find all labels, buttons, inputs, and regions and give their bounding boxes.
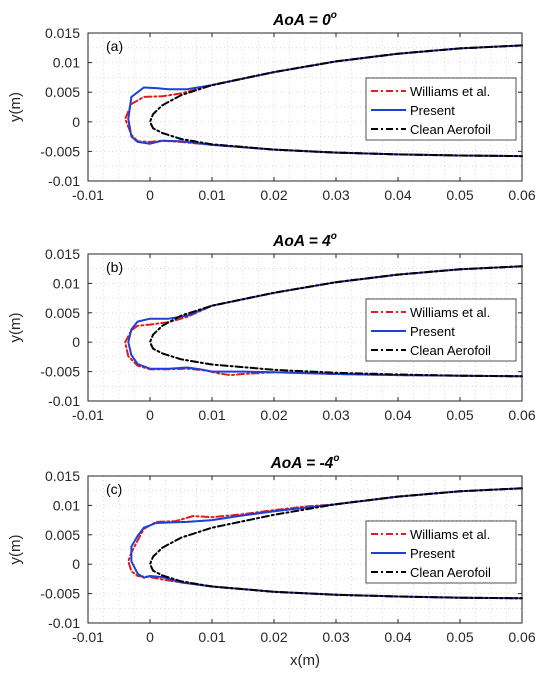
legend-label: Present bbox=[410, 546, 455, 561]
series-line-clean-aerofoil bbox=[149, 44, 523, 158]
y-tick-label: 0.015 bbox=[45, 468, 80, 484]
chart-title: AoA = -4o bbox=[270, 453, 340, 472]
y-axis-label: y(m) bbox=[7, 92, 24, 122]
panel-label: (b) bbox=[106, 259, 123, 275]
chart-panel-2: -0.01 0 0.01 0.02 0.03 0.04 0.05 0.06 0.015 0.01 0… bbox=[7, 231, 536, 423]
y-tick-label: 0.01 bbox=[53, 55, 80, 71]
legend-label: Clean Aerofoil bbox=[410, 343, 491, 358]
y-tick-label: -0.01 bbox=[48, 393, 80, 409]
ticks bbox=[87, 253, 523, 402]
x-tick-label: 0.01 bbox=[198, 407, 225, 423]
x-tick-label: 0.05 bbox=[446, 187, 473, 203]
y-tick-label: -0.005 bbox=[40, 586, 80, 602]
y-tick-label: -0.01 bbox=[48, 173, 80, 189]
x-tick-label: 0.04 bbox=[384, 187, 411, 203]
y-tick-label: 0.015 bbox=[45, 246, 80, 262]
x-tick-label: 0.03 bbox=[322, 629, 349, 645]
x-tick-label: 0.05 bbox=[446, 407, 473, 423]
series-line-present bbox=[130, 487, 523, 600]
y-axis-label: y(m) bbox=[7, 313, 24, 343]
legend: Williams et al. Present Clean Aerofoil bbox=[365, 520, 517, 584]
x-tick-label: 0 bbox=[146, 407, 154, 423]
x-axis-label: x(m) bbox=[290, 652, 320, 669]
ticks bbox=[87, 475, 523, 624]
x-tick-label: 0.06 bbox=[508, 187, 535, 203]
y-tick-label: 0.005 bbox=[45, 84, 80, 100]
chart-title-superscript: o bbox=[331, 231, 337, 242]
y-tick-label: 0.005 bbox=[45, 305, 80, 321]
x-tick-label: 0.01 bbox=[198, 187, 225, 203]
chart-title-main: AoA = 4 bbox=[272, 233, 331, 250]
y-tick-label: 0.005 bbox=[45, 527, 80, 543]
axes-box bbox=[87, 32, 523, 182]
chart-title-superscript: o bbox=[333, 453, 339, 464]
series-group bbox=[124, 44, 523, 158]
x-tick-label: 0 bbox=[146, 187, 154, 203]
x-tick-label: 0.06 bbox=[508, 407, 535, 423]
ticks bbox=[87, 32, 523, 182]
x-tick-label: 0.02 bbox=[260, 187, 287, 203]
x-tick-label: 0.01 bbox=[198, 629, 225, 645]
y-tick-label: 0.015 bbox=[45, 25, 80, 41]
axes-box bbox=[87, 253, 523, 402]
x-tick-label: -0.01 bbox=[72, 407, 104, 423]
y-tick-label: -0.005 bbox=[40, 143, 80, 159]
y-tick-label: -0.005 bbox=[40, 364, 80, 380]
panel-label: (a) bbox=[106, 38, 123, 54]
x-tick-label: 0 bbox=[146, 629, 154, 645]
panels: -0.01 0 0.01 0.02 0.03 0.04 0.05 0.06 0.015 0.01 0… bbox=[7, 10, 536, 669]
x-tick-label: 0.02 bbox=[260, 629, 287, 645]
y-tick-label: 0 bbox=[72, 114, 80, 130]
y-tick-label: -0.01 bbox=[48, 615, 80, 631]
x-tick-label: 0.03 bbox=[322, 407, 349, 423]
chart-title: AoA = 0o bbox=[272, 10, 337, 29]
legend-label: Williams et al. bbox=[410, 527, 490, 542]
series-line-clean-aerofoil bbox=[149, 487, 523, 600]
chart-title-superscript: o bbox=[331, 10, 337, 21]
series-group bbox=[127, 487, 523, 600]
legend-label: Williams et al. bbox=[410, 305, 490, 320]
x-tick-label: 0.03 bbox=[322, 187, 349, 203]
series-line-williams-et-al bbox=[127, 487, 523, 600]
legend: Williams et al. Present Clean Aerofoil bbox=[365, 298, 517, 362]
series-group bbox=[124, 265, 523, 378]
panel-label: (c) bbox=[106, 481, 122, 497]
legend-label: Clean Aerofoil bbox=[410, 122, 491, 137]
y-tick-label: 0 bbox=[72, 556, 80, 572]
x-tick-label: -0.01 bbox=[72, 629, 104, 645]
y-tick-label: 0.01 bbox=[53, 497, 80, 513]
chart-title-main: AoA = -4 bbox=[270, 455, 334, 472]
axes-box bbox=[87, 475, 523, 624]
legend-label: Clean Aerofoil bbox=[410, 565, 491, 580]
x-tick-label: 0.06 bbox=[508, 629, 535, 645]
legend-label: Present bbox=[410, 324, 455, 339]
y-tick-label: 0.01 bbox=[53, 275, 80, 291]
chart-panel-3: -0.01 0 0.01 0.02 0.03 0.04 0.05 0.06 0.015 0.01 0… bbox=[7, 453, 536, 669]
y-tick-label: 0 bbox=[72, 334, 80, 350]
series-line-clean-aerofoil bbox=[149, 265, 523, 378]
legend-label: Present bbox=[410, 103, 455, 118]
x-tick-label: 0.02 bbox=[260, 407, 287, 423]
chart-panel-1: -0.01 0 0.01 0.02 0.03 0.04 0.05 0.06 0.015 0.01 0… bbox=[7, 10, 536, 203]
x-tick-label: 0.04 bbox=[384, 407, 411, 423]
chart-title-main: AoA = 0 bbox=[272, 12, 331, 29]
legend-label: Williams et al. bbox=[410, 84, 490, 99]
legend: Williams et al. Present Clean Aerofoil bbox=[365, 77, 517, 141]
x-tick-label: 0.05 bbox=[446, 629, 473, 645]
x-tick-label: -0.01 bbox=[72, 187, 104, 203]
y-axis-label: y(m) bbox=[7, 535, 24, 565]
chart-title: AoA = 4o bbox=[272, 231, 337, 250]
x-tick-label: 0.04 bbox=[384, 629, 411, 645]
